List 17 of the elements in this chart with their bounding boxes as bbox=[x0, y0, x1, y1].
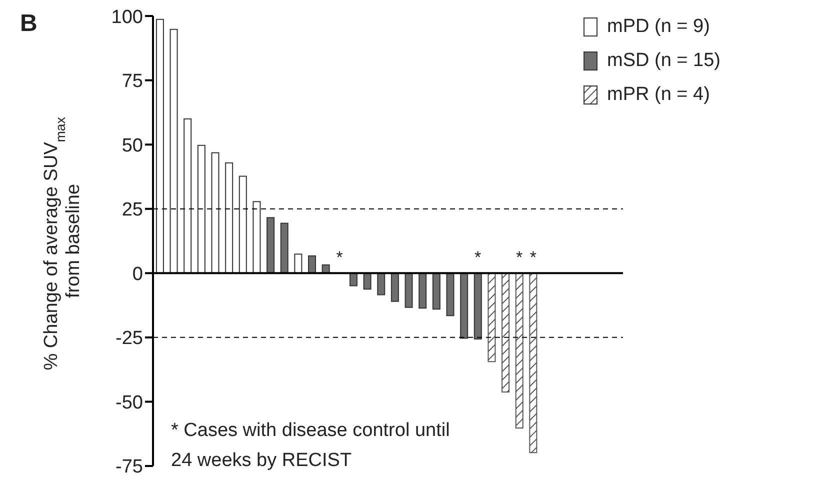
legend-label: mSD (n = 15) bbox=[607, 49, 721, 73]
y-tick-label: 0 bbox=[132, 264, 143, 285]
y-tick-label: -25 bbox=[116, 328, 143, 350]
y-tick-label: 75 bbox=[122, 71, 143, 92]
data-label: * bbox=[530, 248, 537, 268]
y-tick-label: 25 bbox=[122, 200, 143, 221]
y-tick-label: 100 bbox=[111, 6, 143, 28]
annotation: * Cases with disease control until 24 weeks by RECIST bbox=[171, 419, 450, 473]
data-label: * bbox=[516, 248, 524, 268]
data-label: * bbox=[336, 248, 344, 268]
panel-letter: B bbox=[20, 10, 38, 38]
legend-label: mPD (n = 9) bbox=[607, 15, 710, 39]
legend-label: mPR (n = 4) bbox=[607, 83, 710, 107]
y-tick-label: -50 bbox=[116, 392, 143, 414]
y-tick-label: 50 bbox=[122, 135, 143, 156]
y-tick-label: -75 bbox=[116, 456, 143, 478]
data-label: * bbox=[474, 248, 482, 268]
